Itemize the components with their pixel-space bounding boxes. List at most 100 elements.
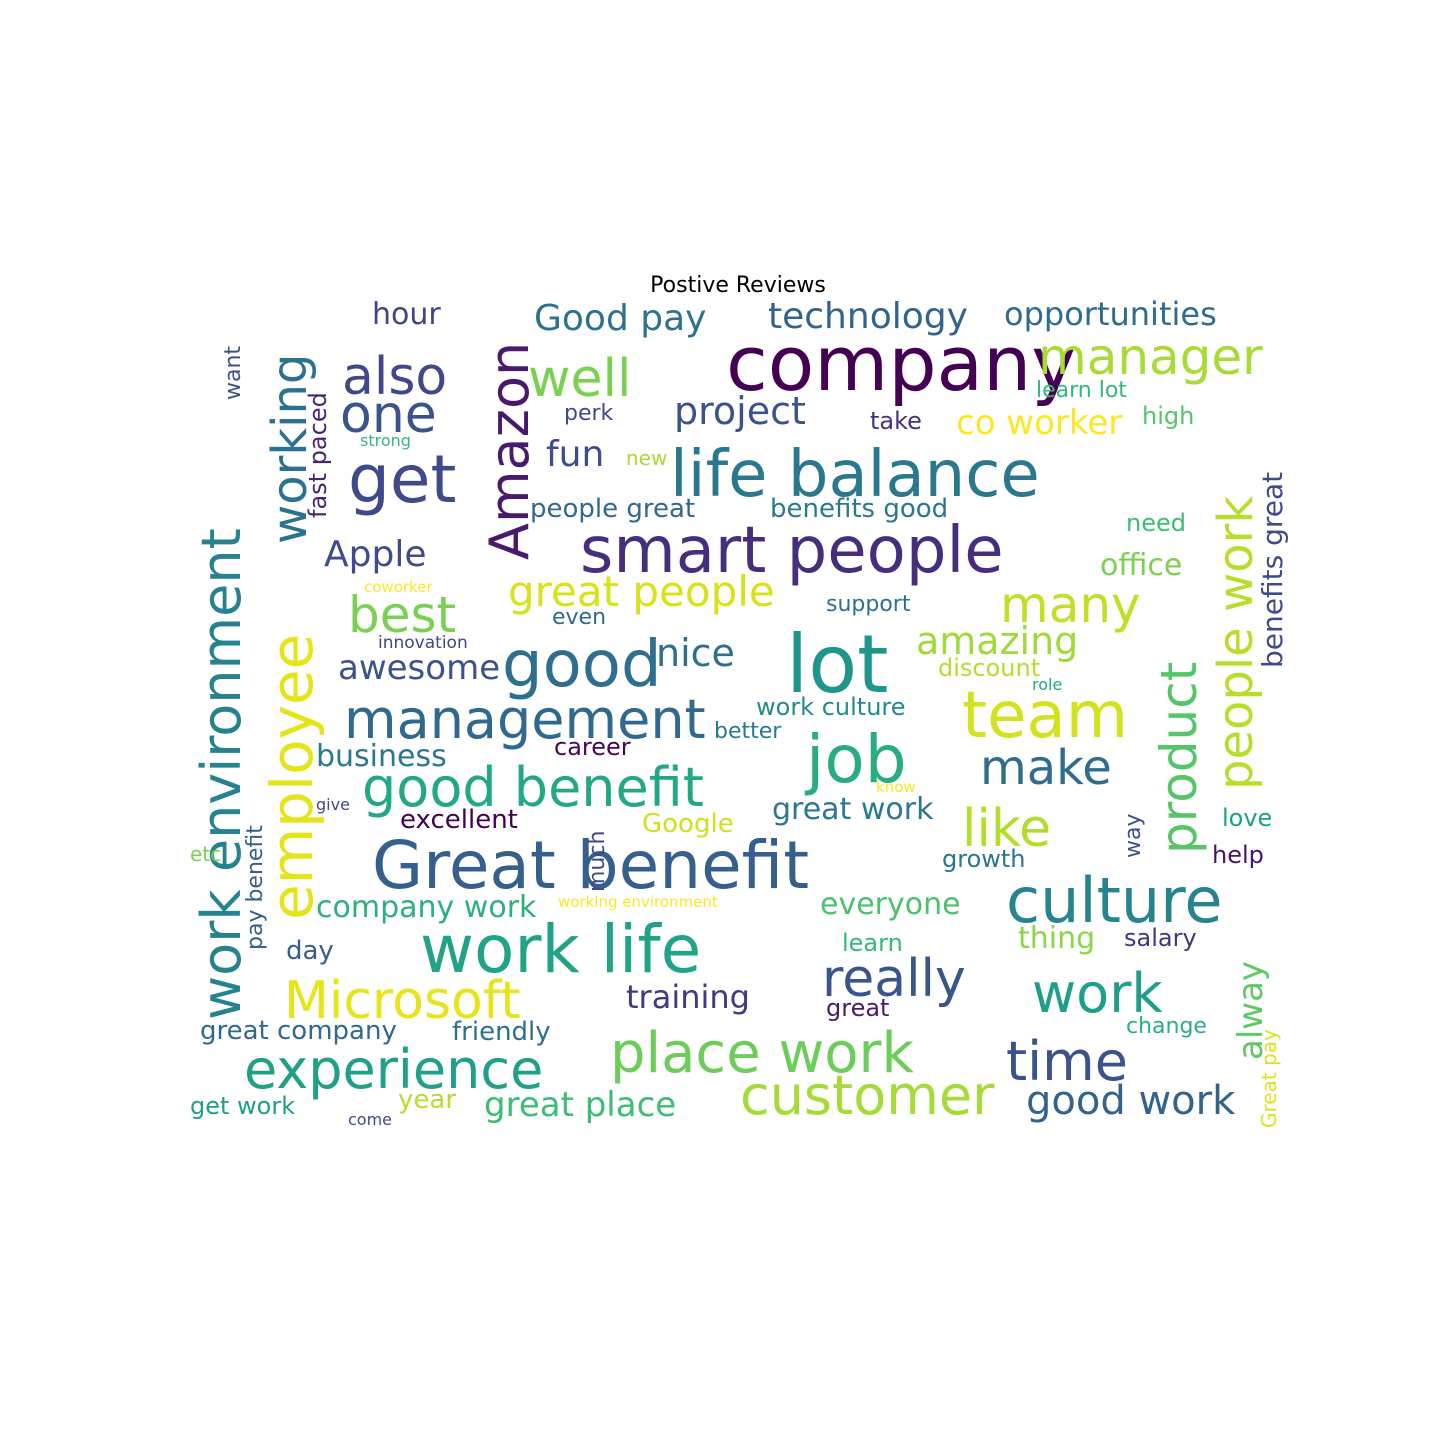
word-job: job	[804, 721, 907, 798]
word-great-work: great work	[772, 792, 934, 827]
word-give: give	[316, 795, 350, 814]
word-know: know	[876, 778, 916, 796]
word-want: want	[221, 346, 246, 400]
word-google: Google	[642, 809, 734, 839]
word-management: management	[344, 688, 706, 751]
word-best: best	[348, 586, 456, 644]
word-learn-lot: learn lot	[1036, 378, 1127, 403]
word-year: year	[398, 1085, 456, 1115]
word-innovation: innovation	[378, 633, 468, 653]
word-really: really	[822, 949, 966, 1009]
word-company-work: company work	[316, 890, 537, 925]
word-new: new	[626, 446, 667, 470]
word-good-benefit: good benefit	[362, 756, 704, 819]
word-get: get	[348, 441, 456, 518]
word-strong: strong	[360, 431, 411, 450]
word-also: also	[342, 347, 447, 407]
word-time: time	[1006, 1030, 1128, 1093]
word-team: team	[962, 679, 1128, 753]
word-product: product	[1150, 662, 1208, 854]
word-awesome: awesome	[338, 648, 500, 688]
word-working-environment: working environment	[558, 893, 718, 911]
word-benefits-great: benefits great	[1256, 472, 1289, 668]
word-love: love	[1222, 804, 1272, 832]
word-even: even	[552, 605, 606, 630]
word-good: good	[502, 628, 662, 702]
word-employee: employee	[258, 634, 326, 920]
word-company: company	[726, 319, 1076, 408]
word-lot: lot	[786, 618, 889, 711]
word-co-worker: co worker	[956, 403, 1122, 443]
word-opportunities: opportunities	[1004, 295, 1217, 333]
word-coworker: coworker	[364, 578, 433, 596]
word-get-work: get work	[190, 1092, 295, 1120]
word-apple: Apple	[324, 534, 426, 575]
word-great-company: great company	[200, 1016, 397, 1046]
word-day: day	[286, 936, 334, 966]
word-great-people: great people	[508, 567, 775, 616]
word-experience: experience	[244, 1038, 543, 1101]
word-office: office	[1100, 548, 1182, 583]
word-training: training	[626, 978, 750, 1016]
word-growth: growth	[942, 845, 1026, 873]
word-smart-people: smart people	[580, 514, 1004, 588]
word-help: help	[1212, 841, 1264, 869]
word-discount: discount	[938, 654, 1040, 682]
word-fun: fun	[546, 434, 604, 475]
word-benefits-good: benefits good	[770, 494, 948, 524]
word-hour: hour	[372, 297, 441, 332]
word-friendly: friendly	[452, 1017, 551, 1047]
word-take: take	[870, 407, 922, 435]
word-work-life: work life	[420, 911, 701, 988]
word-well: well	[528, 349, 631, 409]
word-pay-benefit: pay benefit	[243, 825, 268, 950]
word-business: business	[316, 739, 447, 774]
word-project: project	[674, 389, 806, 433]
word-work: work	[1032, 962, 1163, 1025]
word-good-pay: Good pay	[534, 298, 706, 339]
word-etc: etc	[190, 842, 221, 866]
word-one: one	[340, 385, 437, 445]
word-thing: thing	[1018, 921, 1095, 956]
word-technology: technology	[768, 296, 968, 337]
word-everyone: everyone	[820, 887, 961, 922]
word-support: support	[826, 592, 911, 617]
word-role: role	[1032, 675, 1062, 694]
word-people-great: people great	[530, 494, 695, 524]
word-perk: perk	[564, 401, 614, 426]
word-learn: learn	[842, 929, 903, 957]
word-good-work: good work	[1026, 1078, 1236, 1124]
word-customer: customer	[740, 1064, 995, 1127]
word-people-work: people work	[1208, 496, 1264, 790]
word-amazing: amazing	[916, 619, 1078, 663]
word-great: great	[826, 994, 889, 1022]
word-many: many	[1000, 576, 1141, 634]
word-place-work: place work	[610, 1021, 915, 1086]
word-amazon: Amazon	[478, 342, 541, 560]
word-alway: alway	[1231, 961, 1271, 1060]
word-excellent: excellent	[400, 805, 518, 835]
word-microsoft: Microsoft	[284, 971, 521, 1031]
word-work-culture: work culture	[756, 693, 906, 721]
word-come: come	[348, 1110, 392, 1129]
word-great-pay: Great pay	[1257, 1029, 1281, 1128]
word-make: make	[980, 740, 1112, 796]
word-life-balance: life balance	[670, 438, 1040, 512]
word-work-environment: work environment	[190, 528, 253, 1020]
word-much: much	[585, 831, 610, 892]
word-like: like	[962, 799, 1051, 859]
word-working: working	[262, 354, 318, 544]
word-fast-paced: fast paced	[304, 392, 332, 518]
word-career: career	[554, 733, 631, 761]
word-great-benefit: Great benefit	[372, 827, 809, 904]
word-way: way	[1121, 814, 1146, 859]
word-need: need	[1126, 509, 1186, 537]
word-high: high	[1142, 402, 1194, 430]
word-nice: nice	[656, 631, 735, 675]
word-culture: culture	[1006, 864, 1223, 937]
word-great-place: great place	[484, 1085, 676, 1125]
word-change: change	[1126, 1014, 1207, 1039]
word-manager: manager	[1038, 328, 1263, 386]
